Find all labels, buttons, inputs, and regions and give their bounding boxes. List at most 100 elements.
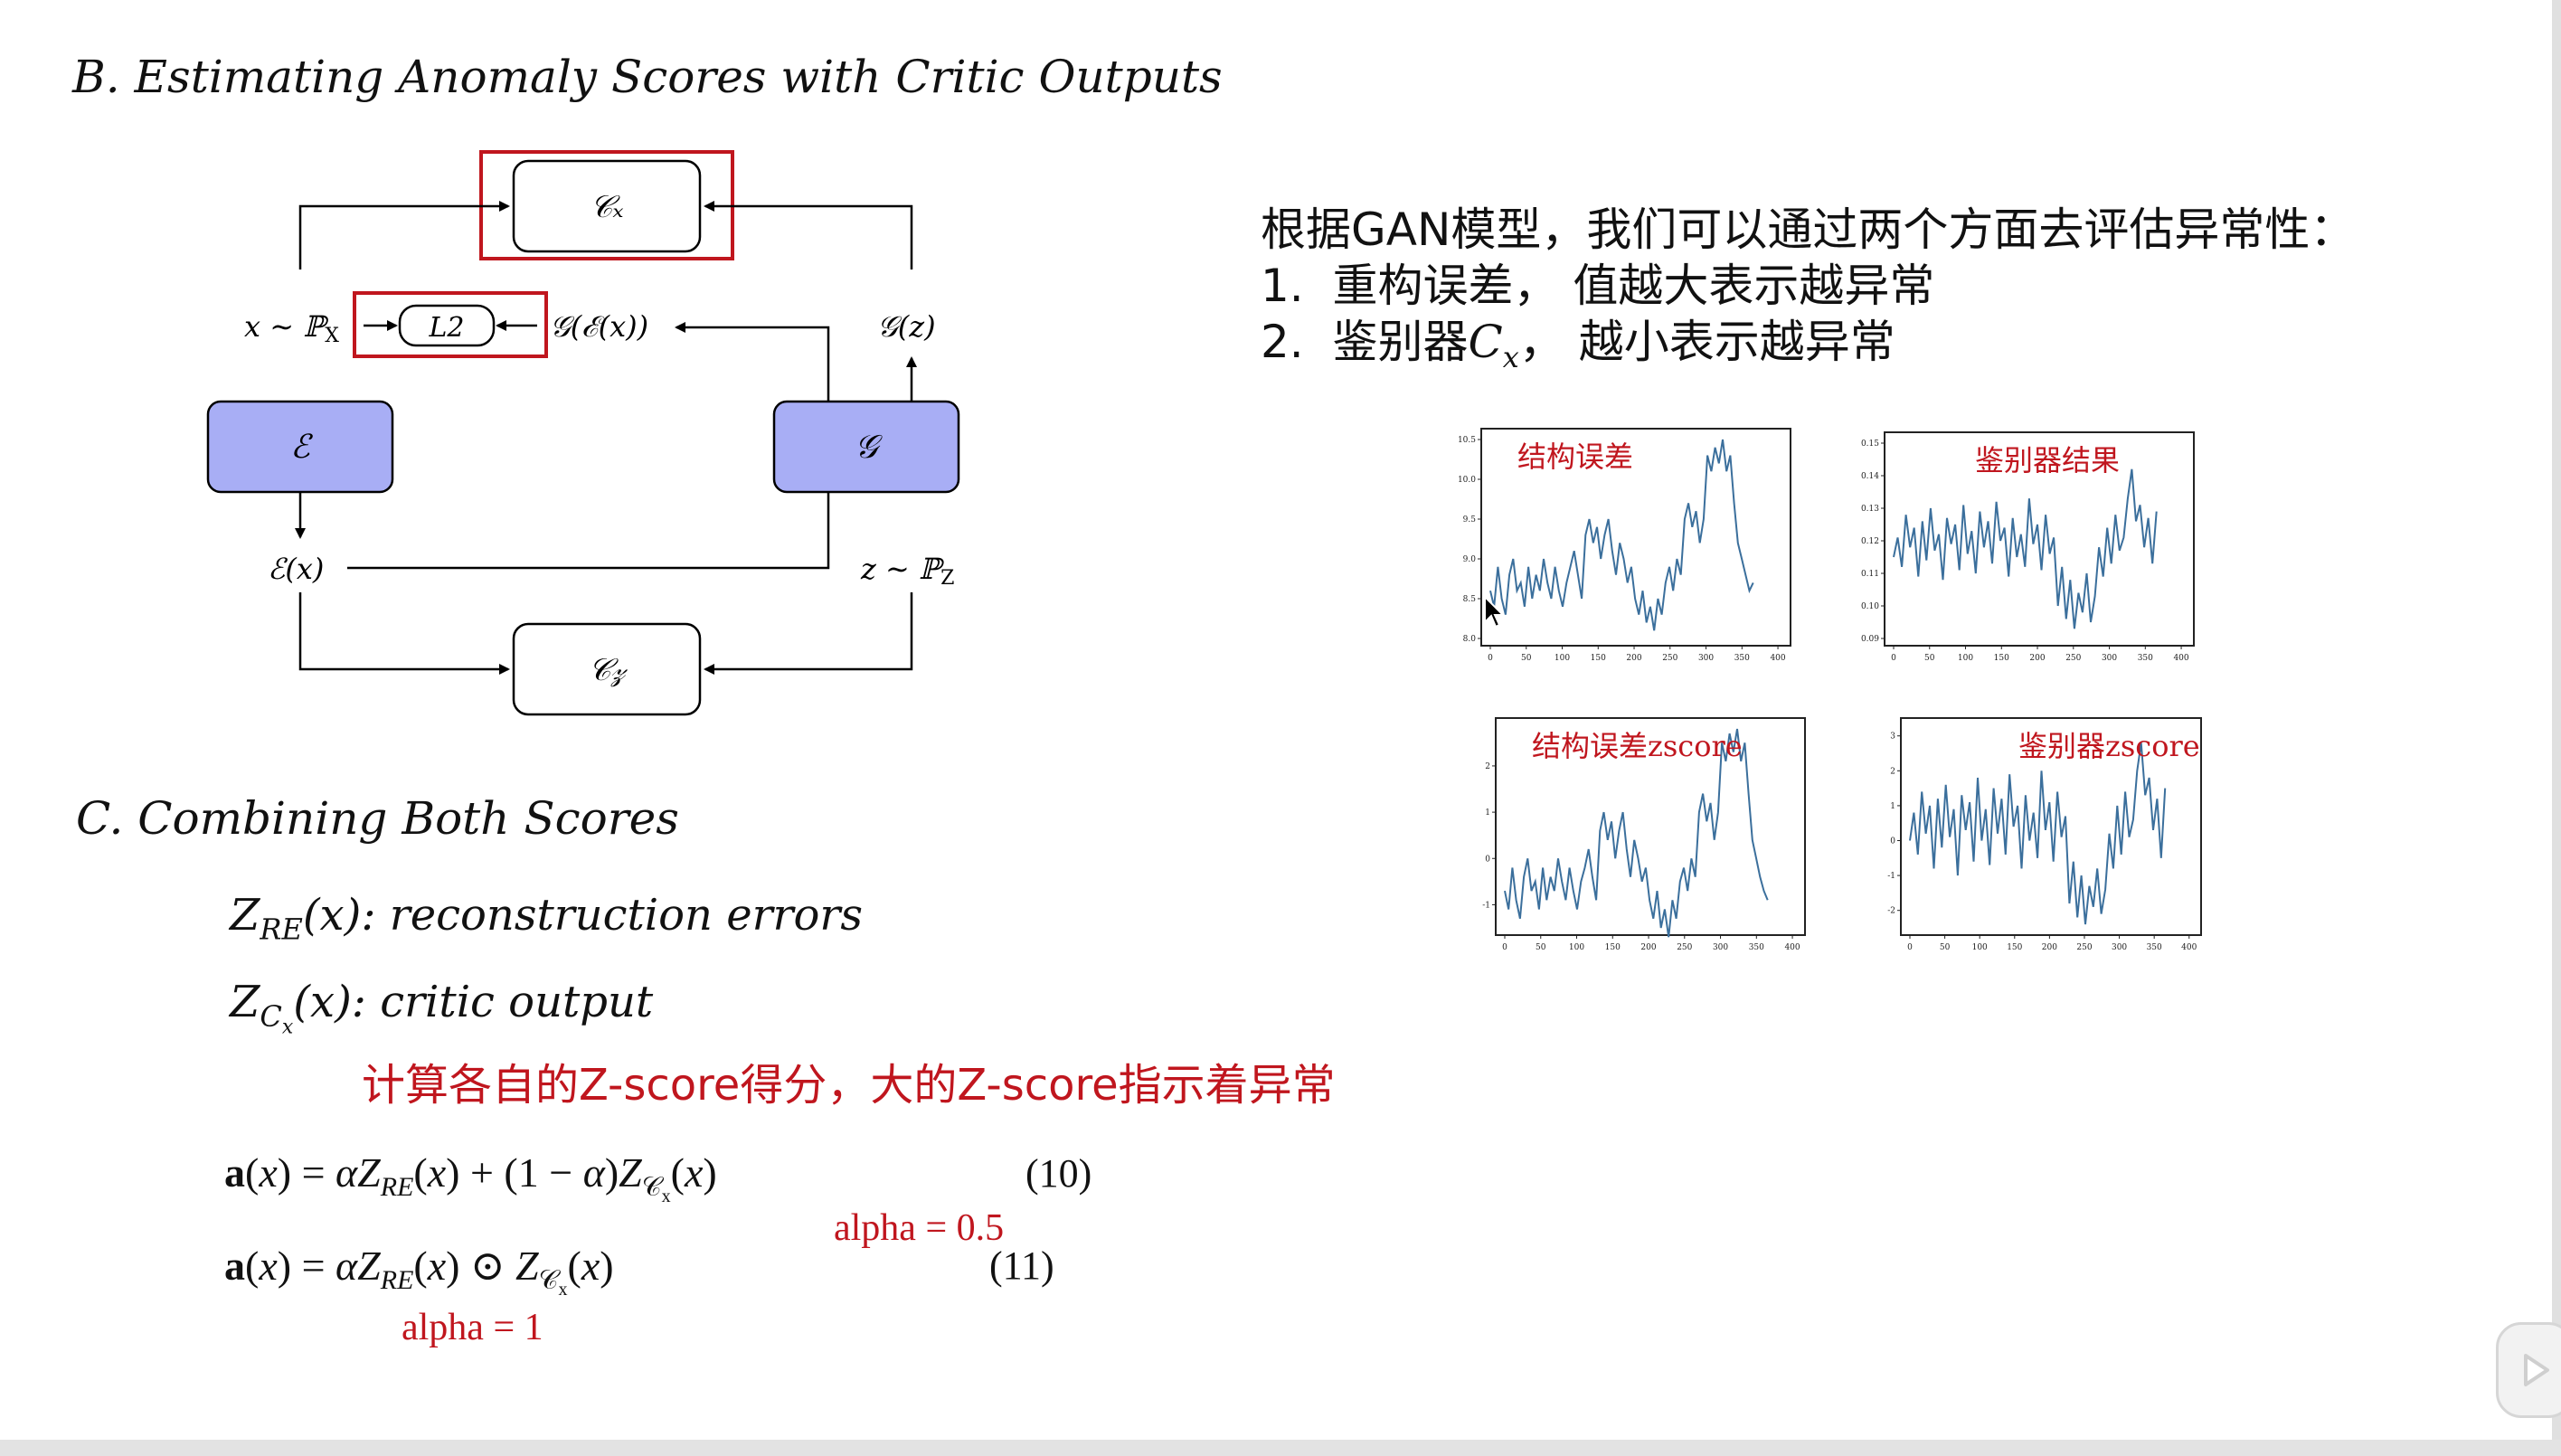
x-tick-label: 200: [1640, 943, 1656, 952]
x-tick-label: 250: [2065, 654, 2081, 663]
gz-label: 𝒢(z): [877, 309, 936, 344]
x-tick-label: 100: [1958, 654, 1973, 663]
y-tick-label: 0.09: [1861, 635, 1879, 644]
y-tick-label: 0.14: [1861, 472, 1879, 481]
l2-label: L2: [428, 312, 464, 344]
y-tick-label: 8.0: [1463, 635, 1477, 644]
section-c-title: C. Combining Both Scores: [76, 792, 679, 845]
x-tick-label: 350: [2138, 654, 2153, 663]
cz-label: 𝒞𝓏: [589, 652, 628, 688]
series-line: [1909, 742, 2167, 925]
ex-label: ℰ(x): [268, 552, 324, 586]
equation-11-number: (11): [989, 1243, 1054, 1288]
alpha-10-note: alpha = 0.5: [834, 1207, 1005, 1249]
x-tick-label: 350: [1734, 654, 1750, 663]
g-enc-label: 𝒢(ℰ(x)): [550, 309, 648, 344]
cx-label: 𝒞ₓ: [591, 189, 624, 225]
play-icon: [2524, 1354, 2549, 1386]
item-1-number: 1.: [1261, 260, 1304, 312]
y-tick-label: 0.15: [1861, 440, 1879, 449]
y-tick-label: 2: [1485, 762, 1490, 771]
x-tick-label: 250: [1677, 943, 1692, 952]
x-tick-label: 50: [1924, 654, 1935, 663]
mouse-cursor-icon: [1484, 595, 1506, 629]
x-tick-label: 150: [1994, 654, 2009, 663]
x-tick-label: 400: [1784, 943, 1800, 952]
x-tick-label: 0: [1502, 943, 1507, 952]
y-tick-label: 0: [1485, 855, 1490, 864]
section-b-title: B. Estimating Anomaly Scores with Critic…: [72, 51, 1223, 103]
play-button[interactable]: [2496, 1322, 2561, 1418]
x-tick-label: 100: [1555, 654, 1570, 663]
y-tick-label: 0: [1890, 837, 1895, 846]
y-tick-label: 10.0: [1458, 476, 1476, 485]
chart-critic-zscore: -2 -1 0 1 2 3 0 50 100 150 200 250 300 350 400 鉴别器zscor…: [1887, 717, 2202, 952]
zcx-text: critic output: [380, 977, 654, 1027]
y-tick-label: 10.5: [1458, 436, 1476, 445]
y-tick-label: 3: [1890, 733, 1895, 742]
cz-box: [512, 622, 702, 716]
chart-reconstruction-error: 8.0 8.5 9.0 9.5 10.0 10.5 0 50 100 150 200 250 300 35…: [1458, 428, 1791, 663]
y-tick-label: 8.5: [1463, 595, 1477, 604]
x-tick-label: 150: [2007, 943, 2022, 952]
plot-frame: [1480, 428, 1791, 647]
x-tick-label: 100: [1972, 943, 1988, 952]
x-tick-label: 300: [2112, 943, 2127, 952]
x-tick-label: 100: [1569, 943, 1584, 952]
x-tick-label: 50: [1536, 943, 1546, 952]
y-tick-label: 0.12: [1861, 537, 1879, 546]
right-edge-bar: [2552, 0, 2561, 1456]
x-tick-label: 400: [1770, 654, 1785, 663]
notes-item-2: 2. 鉴别器Cx， 越小表示越异常: [1261, 316, 1895, 374]
y-tick-label: 9.5: [1463, 515, 1477, 525]
series-line: [1504, 728, 1769, 938]
cx-box: [512, 159, 702, 253]
x-dist-label: x ∼ ℙX: [244, 309, 339, 347]
notes-intro: 根据GAN模型，我们可以通过两个方面去评估异常性：: [1261, 203, 2356, 256]
line-g-to-gex: [675, 322, 830, 402]
zscore-note: 计算各自的Z-score得分，大的Z-score指示着异常: [362, 1060, 1336, 1111]
x-tick-label: 150: [1605, 943, 1621, 952]
chart-title: 结构误差: [1517, 440, 1633, 474]
y-tick-label: 1: [1485, 808, 1490, 818]
y-tick-label: 2: [1890, 767, 1895, 776]
x-tick-label: 350: [2147, 943, 2162, 952]
equation-10-number: (10): [1025, 1151, 1092, 1196]
line-ex-to-g: [347, 492, 830, 570]
x-tick-label: 0: [1891, 654, 1896, 663]
line-gz-to-cx: [704, 201, 913, 269]
line-x-to-cx: [298, 201, 510, 269]
notes-item-1: 1. 重构误差， 值越大表示越异常: [1261, 250, 1934, 315]
equation-10: a(x) = αZRE(x) + (1 − α)Z𝒞x(x): [224, 1149, 717, 1207]
item-2-number: 2.: [1261, 316, 1304, 368]
x-tick-label: 200: [2042, 943, 2057, 952]
item-1-text: 重构误差， 值越大表示越异常: [1332, 260, 1935, 312]
generator-box: [772, 400, 960, 494]
l2-highlight-frame: [353, 291, 548, 358]
x-tick-label: 0: [1488, 654, 1493, 663]
chart-critic-result: 0.09 0.10 0.11 0.12 0.13 0.14 0.15 0 50 100 150 200…: [1861, 431, 2195, 663]
x-tick-label: 250: [1662, 654, 1677, 663]
chart-title: 结构误差zscore: [1532, 729, 1743, 763]
x-tick-label: 300: [1698, 654, 1714, 663]
x-tick-label: 400: [2173, 654, 2188, 663]
item-2-post: ， 越小表示越异常: [1518, 316, 1895, 368]
x-tick-label: 150: [1591, 654, 1606, 663]
x-tick-label: 200: [2029, 654, 2045, 663]
chart-title: 鉴别器结果: [1975, 443, 2120, 477]
x-tick-label: 300: [1713, 943, 1728, 952]
y-tick-label: 0.10: [1861, 602, 1879, 611]
alpha-11-note: alpha = 1: [402, 1307, 543, 1348]
x-tick-label: 50: [1521, 654, 1532, 663]
series-line: [1893, 468, 2158, 629]
y-tick-label: -2: [1887, 907, 1895, 916]
y-tick-label: 0.13: [1861, 505, 1879, 514]
y-tick-label: 0.11: [1861, 570, 1879, 579]
chart-title: 鉴别器zscore: [2018, 729, 2200, 763]
item-2-pre: 鉴别器: [1332, 316, 1469, 368]
y-tick-label: 1: [1890, 802, 1895, 811]
encoder-label: ℰ: [290, 429, 313, 466]
chart-reconstruction-zscore: -1 0 1 2 0 50 100 150 200 250 300 350 400 结构误差zscore: [1482, 717, 1806, 952]
x-tick-label: 0: [1907, 943, 1913, 952]
